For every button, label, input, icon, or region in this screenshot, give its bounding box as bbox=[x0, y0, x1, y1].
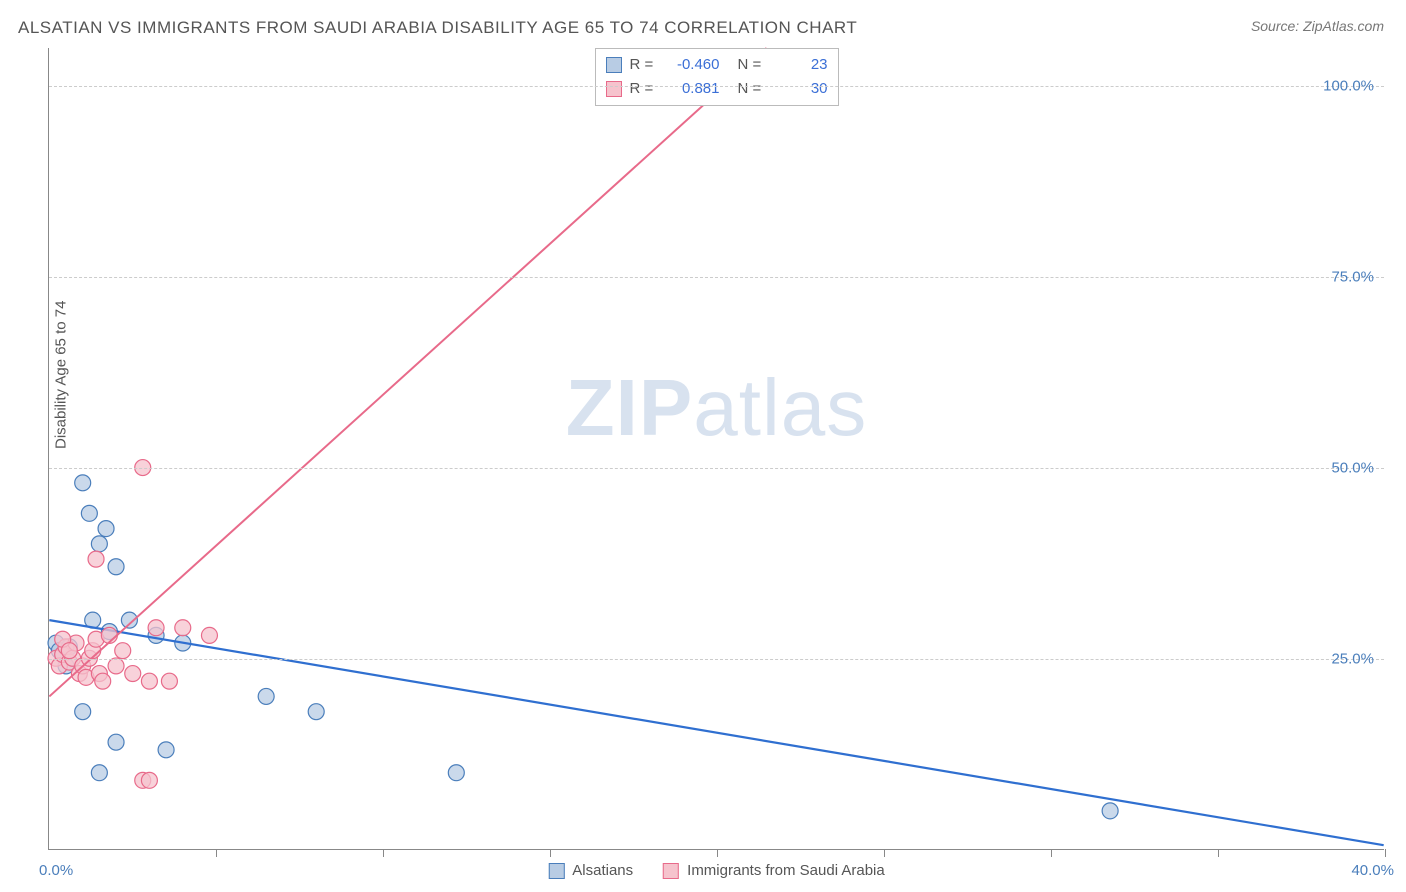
data-point bbox=[91, 765, 107, 781]
chart-title: ALSATIAN VS IMMIGRANTS FROM SAUDI ARABIA… bbox=[18, 18, 857, 38]
y-tick-label: 50.0% bbox=[1331, 460, 1374, 477]
plot-area: Disability Age 65 to 74 ZIPatlas R =-0.4… bbox=[48, 48, 1384, 850]
data-point bbox=[108, 559, 124, 575]
data-point bbox=[75, 475, 91, 491]
x-tick bbox=[1385, 849, 1386, 857]
x-tick bbox=[717, 849, 718, 857]
x-tick bbox=[216, 849, 217, 857]
data-point bbox=[158, 742, 174, 758]
trend-line bbox=[49, 620, 1383, 845]
x-tick bbox=[884, 849, 885, 857]
legend-label: Immigrants from Saudi Arabia bbox=[687, 862, 885, 879]
legend-swatch bbox=[548, 863, 564, 879]
legend-r-label: R = bbox=[630, 77, 660, 101]
x-axis-max-label: 40.0% bbox=[1351, 862, 1394, 879]
data-point bbox=[448, 765, 464, 781]
legend-label: Alsatians bbox=[572, 862, 633, 879]
legend-item: Immigrants from Saudi Arabia bbox=[663, 862, 885, 879]
data-point bbox=[98, 521, 114, 537]
x-axis-min-label: 0.0% bbox=[39, 862, 73, 879]
data-point bbox=[141, 673, 157, 689]
x-tick bbox=[383, 849, 384, 857]
legend-n-label: N = bbox=[738, 77, 768, 101]
x-tick bbox=[550, 849, 551, 857]
legend-n-label: N = bbox=[738, 53, 768, 77]
data-point bbox=[108, 734, 124, 750]
chart-svg bbox=[49, 48, 1384, 849]
data-point bbox=[1102, 803, 1118, 819]
legend-stats-row: R = -0.460 N = 23 bbox=[606, 53, 828, 77]
data-point bbox=[258, 688, 274, 704]
legend-item: Alsatians bbox=[548, 862, 633, 879]
data-point bbox=[88, 551, 104, 567]
legend-r-value: 0.881 bbox=[668, 77, 720, 101]
legend-stats-row: R = 0.881 N = 30 bbox=[606, 77, 828, 101]
legend-swatch bbox=[663, 863, 679, 879]
data-point bbox=[95, 673, 111, 689]
trend-line bbox=[49, 48, 766, 696]
data-point bbox=[61, 643, 77, 659]
legend-r-label: R = bbox=[630, 53, 660, 77]
legend-series: Alsatians Immigrants from Saudi Arabia bbox=[548, 862, 884, 879]
legend-n-value: 30 bbox=[776, 77, 828, 101]
y-tick-label: 100.0% bbox=[1323, 78, 1374, 95]
data-point bbox=[81, 505, 97, 521]
legend-stats: R = -0.460 N = 23 R = 0.881 N = 30 bbox=[595, 48, 839, 106]
legend-n-value: 23 bbox=[776, 53, 828, 77]
legend-swatch bbox=[606, 57, 622, 73]
data-point bbox=[115, 643, 131, 659]
x-tick bbox=[1218, 849, 1219, 857]
data-point bbox=[141, 772, 157, 788]
data-point bbox=[75, 704, 91, 720]
data-point bbox=[125, 666, 141, 682]
gridline bbox=[49, 468, 1384, 469]
data-point bbox=[201, 627, 217, 643]
gridline bbox=[49, 86, 1384, 87]
gridline bbox=[49, 659, 1384, 660]
y-tick-label: 75.0% bbox=[1331, 269, 1374, 286]
data-point bbox=[161, 673, 177, 689]
data-point bbox=[175, 620, 191, 636]
legend-r-value: -0.460 bbox=[668, 53, 720, 77]
gridline bbox=[49, 277, 1384, 278]
y-tick-label: 25.0% bbox=[1331, 651, 1374, 668]
data-point bbox=[308, 704, 324, 720]
data-point bbox=[91, 536, 107, 552]
data-point bbox=[148, 620, 164, 636]
legend-swatch bbox=[606, 81, 622, 97]
data-point bbox=[108, 658, 124, 674]
source-label: Source: ZipAtlas.com bbox=[1251, 18, 1384, 34]
x-tick bbox=[1051, 849, 1052, 857]
